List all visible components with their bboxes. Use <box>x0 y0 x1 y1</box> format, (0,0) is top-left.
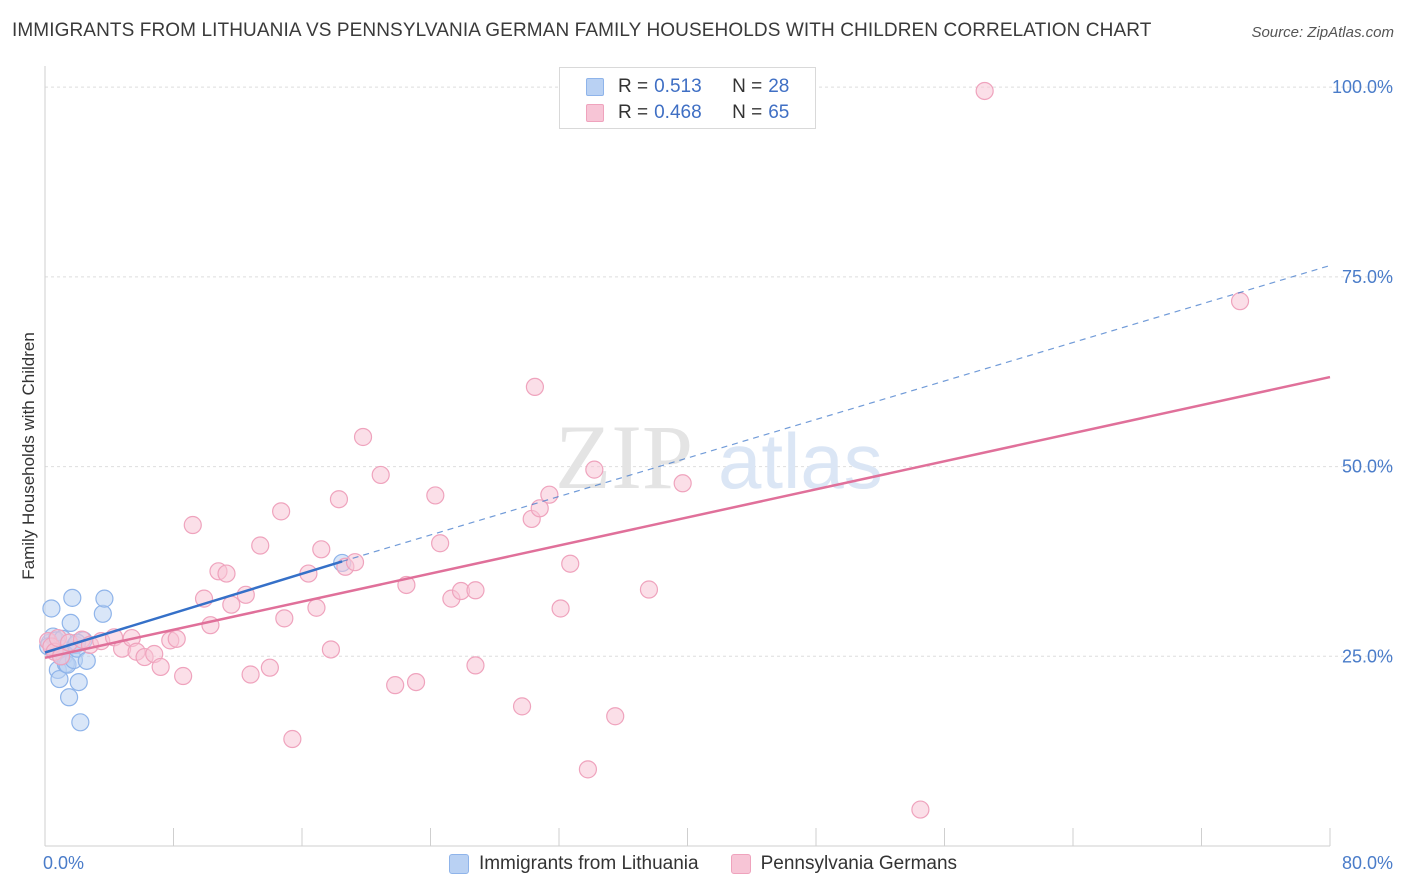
series-swatch-penn-german <box>730 854 751 874</box>
data-points <box>39 81 1250 819</box>
penn-german-point <box>911 800 930 819</box>
series-legend-lithuania[interactable]: Immigrants from Lithuania <box>448 853 699 875</box>
penn-german-point <box>673 474 692 493</box>
penn-german-point <box>251 536 270 555</box>
lithuania-point <box>63 588 82 607</box>
correlation-legend: R = 0.513 N = 28 R = 0.468 N = 65 <box>559 67 816 129</box>
legend-row-penn-german: R = 0.468 N = 65 <box>586 101 789 125</box>
lithuania-point <box>71 713 90 732</box>
penn-german-point <box>561 554 580 573</box>
penn-german-point <box>431 534 450 553</box>
axes <box>44 66 1331 847</box>
legend-n-label: N = <box>732 76 763 97</box>
penn-german-trend-line <box>44 375 1331 660</box>
legend-r-value: 0.513 <box>654 76 702 97</box>
penn-german-point <box>222 595 241 614</box>
penn-german-point <box>578 760 598 779</box>
lithuania-point <box>61 613 80 633</box>
y-tick-label: 50.0% <box>1342 457 1393 477</box>
lithuania-point <box>59 688 79 707</box>
legend-n-value: 65 <box>768 102 790 123</box>
y-tick-label: 25.0% <box>1342 646 1393 666</box>
legend-r-label: R = <box>618 76 649 97</box>
chart-title: IMMIGRANTS FROM LITHUANIA VS PENNSYLVANI… <box>12 20 1152 41</box>
x-tick-label: 80.0% <box>1342 853 1393 873</box>
penn-german-point <box>551 599 570 618</box>
legend-r-value: 0.468 <box>654 102 702 123</box>
penn-german-point <box>307 598 326 617</box>
y-tick-label: 75.0% <box>1342 267 1393 287</box>
source-label: Source: ZipAtlas.com <box>1251 24 1394 41</box>
penn-german-point <box>183 515 202 535</box>
penn-german-point <box>151 657 170 677</box>
penn-german-point <box>540 485 559 504</box>
penn-german-point <box>312 540 331 559</box>
penn-german-point <box>525 377 545 397</box>
y-tick-label: 100.0% <box>1332 77 1393 97</box>
penn-german-point <box>406 672 426 692</box>
penn-german-point <box>260 658 279 677</box>
penn-german-point <box>353 427 373 447</box>
penn-german-point <box>1230 292 1250 311</box>
grid-lines <box>45 86 1392 657</box>
penn-german-point <box>386 676 405 695</box>
penn-german-point <box>975 81 994 101</box>
penn-german-point <box>606 707 625 726</box>
penn-german-point <box>329 490 349 509</box>
lithuania-point <box>69 672 88 692</box>
series-label-penn-german: Pennsylvania Germans <box>760 853 958 874</box>
legend-r-label: R = <box>618 102 649 123</box>
legend-row-lithuania: R = 0.513 N = 28 <box>586 75 789 99</box>
penn-german-point <box>371 465 390 485</box>
lithuania-trend-extension <box>341 264 1331 563</box>
lithuania-point <box>42 599 61 618</box>
legend-swatch-penn-german <box>586 104 604 122</box>
penn-german-point <box>275 609 294 628</box>
lithuania-point <box>50 669 69 689</box>
penn-german-point <box>345 553 365 572</box>
penn-german-point <box>466 581 485 600</box>
trend-lines <box>44 264 1331 660</box>
series-legend: Immigrants from Lithuania Pennsylvania G… <box>0 851 1406 877</box>
watermark-zip: ZIP <box>555 406 693 508</box>
penn-german-point <box>426 486 445 505</box>
y-axis-label: Family Households with Children <box>19 332 38 580</box>
penn-german-point <box>466 656 485 675</box>
series-legend-penn-german[interactable]: Pennsylvania Germans <box>730 853 958 875</box>
series-swatch-lithuania <box>448 854 469 874</box>
penn-german-point <box>283 729 302 749</box>
penn-german-point <box>167 629 186 648</box>
penn-german-point <box>512 697 532 716</box>
legend-swatch-lithuania <box>586 78 604 96</box>
tick-labels: 25.0% 50.0% 75.0% 100.0% 0.0% 80.0% <box>43 77 1393 873</box>
series-label-lithuania: Immigrants from Lithuania <box>478 853 699 874</box>
penn-german-point <box>174 666 193 686</box>
legend-n-value: 28 <box>768 76 790 97</box>
penn-german-point <box>585 460 604 479</box>
watermark-atlas: atlas <box>718 417 883 505</box>
legend-n-label: N = <box>732 102 763 123</box>
lithuania-point <box>93 604 112 623</box>
penn-german-point <box>241 665 260 684</box>
lithuania-trend-line <box>44 560 343 654</box>
watermark: ZIP atlas <box>555 406 883 508</box>
penn-german-point <box>217 564 236 583</box>
lithuania-point <box>95 589 114 608</box>
penn-german-point <box>272 502 291 521</box>
lithuania-point <box>77 651 96 670</box>
penn-german-point <box>639 580 659 599</box>
x-tick-label: 0.0% <box>43 853 84 873</box>
penn-german-point <box>321 640 341 659</box>
